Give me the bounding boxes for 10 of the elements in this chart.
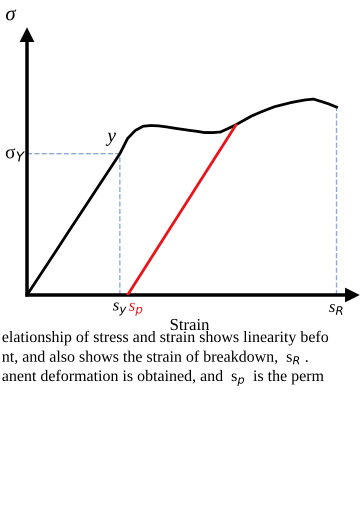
ref-line-label: σ$_{Y}$ (6, 148, 25, 162)
x-tick-label: s$_{R}$ (329, 304, 343, 315)
text: nt, and also shows the strain of breakdown, s$_{R}$ . (2, 350, 308, 364)
text: elationship of stress and strain shows linearity befo (2, 330, 328, 346)
text: anent deformation is obtained, and s$_{p}$ is the perm (2, 370, 324, 386)
x-axis-title: Strain (170, 318, 210, 330)
x-tick-label: s$_{y}$ (112, 302, 126, 316)
y-axis-title: σ (6, 9, 16, 20)
text: s$_{p}$ (128, 302, 142, 316)
annotation: y (106, 132, 116, 146)
